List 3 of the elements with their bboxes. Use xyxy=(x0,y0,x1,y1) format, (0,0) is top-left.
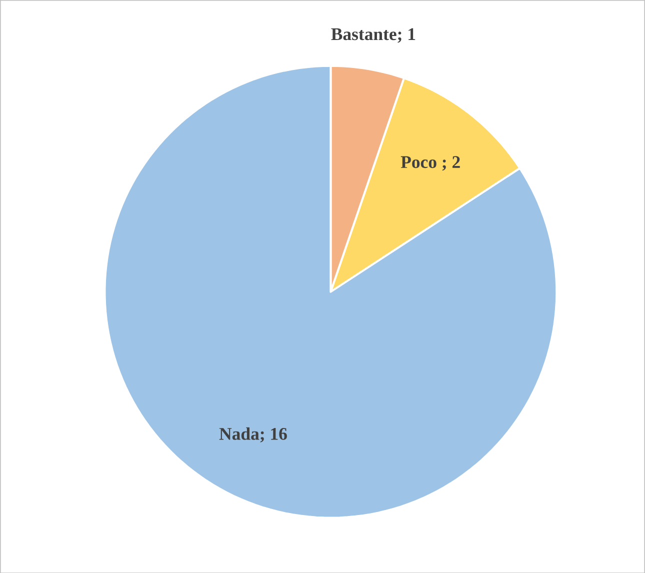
slice-label: Bastante; 1 xyxy=(331,28,416,43)
slice-label: Poco ; 2 xyxy=(400,156,460,170)
slice-label: Nada; 16 xyxy=(219,427,287,442)
